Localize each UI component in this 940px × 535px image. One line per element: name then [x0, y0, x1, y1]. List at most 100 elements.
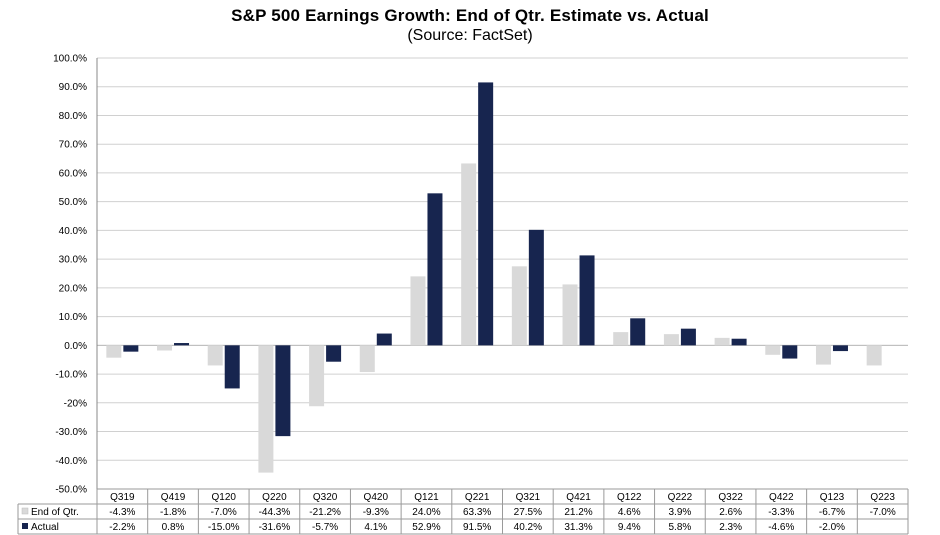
data-table: Q319 Q419 Q120 Q220 Q320 Q420 Q121 Q221 Q321 Q421… [17, 488, 909, 535]
data-label: 40.2% [514, 522, 542, 533]
y-tick-label: 60.0% [59, 168, 87, 179]
data-label: 3.9% [669, 507, 692, 518]
bar-estimate [613, 332, 629, 346]
data-label: 24.0% [412, 507, 440, 518]
bar-actual [224, 345, 240, 389]
legend-label: Actual [31, 522, 59, 533]
data-label: 4.1% [364, 522, 387, 533]
bar-actual [427, 193, 443, 346]
data-label: -1.8% [160, 507, 186, 518]
bar-estimate [663, 334, 679, 346]
x-tick-label: Q320 [313, 492, 338, 503]
y-tick-label: 50.0% [59, 197, 87, 208]
data-label: -7.0% [211, 507, 237, 518]
bar-actual [832, 345, 848, 352]
data-label: 0.8% [162, 522, 185, 533]
data-label: 63.3% [463, 507, 491, 518]
bar-estimate [309, 345, 325, 407]
x-tick-label: Q419 [161, 492, 186, 503]
bar-actual [326, 345, 342, 362]
x-tick-label: Q220 [262, 492, 287, 503]
y-tick-label: 20.0% [59, 283, 87, 294]
y-tick-label: 40.0% [59, 226, 87, 237]
legend-key [21, 507, 29, 515]
y-axis: 100.0% 90.0% 80.0% 70.0% 60.0% 50.0% 40.0% 30.0… [53, 54, 98, 496]
bar-actual [579, 255, 595, 346]
data-label: -44.3% [259, 507, 291, 518]
data-label: 4.6% [618, 507, 641, 518]
legend-label: End of Qtr. [31, 507, 79, 518]
data-label: -6.7% [819, 507, 845, 518]
data-label: -21.2% [309, 507, 341, 518]
y-tick-label: 0.0% [64, 341, 87, 352]
y-tick-label: -50.0% [55, 485, 87, 496]
data-label: 5.8% [669, 522, 692, 533]
y-tick-label: 100.0% [53, 54, 87, 65]
y-tick-label: -10.0% [55, 370, 87, 381]
x-tick-label: Q120 [211, 492, 236, 503]
y-tick-label: 90.0% [59, 82, 87, 93]
data-label: -2.0% [819, 522, 845, 533]
bar-actual [478, 82, 494, 346]
chart-subtitle: (Source: FactSet) [407, 27, 533, 44]
bar-estimate [410, 276, 426, 346]
data-label: 9.4% [618, 522, 641, 533]
bar-estimate [207, 345, 223, 366]
bar-estimate [106, 345, 122, 358]
x-tick-label: Q123 [820, 492, 845, 503]
bar-actual [731, 338, 747, 346]
legend-key [22, 523, 28, 529]
bar-estimate [461, 163, 477, 346]
y-tick-label: -40.0% [55, 456, 87, 467]
x-tick-label: Q223 [870, 492, 895, 503]
y-tick-label: 30.0% [59, 255, 87, 266]
x-tick-label: Q319 [110, 492, 135, 503]
x-tick-label: Q321 [516, 492, 541, 503]
bar-actual [782, 345, 798, 359]
data-label: -4.3% [109, 507, 135, 518]
y-tick-label: 10.0% [59, 312, 87, 323]
chart-title: S&P 500 Earnings Growth: End of Qtr. Est… [231, 6, 709, 25]
x-tick-label: Q421 [566, 492, 591, 503]
bar-actual [528, 229, 544, 346]
y-tick-label: -30.0% [55, 427, 87, 438]
x-tick-label: Q420 [364, 492, 389, 503]
bar-estimate [765, 345, 781, 355]
y-tick-label: -20% [64, 398, 87, 409]
data-label: 52.9% [412, 522, 440, 533]
bar-actual [123, 345, 139, 352]
gridlines [97, 57, 908, 490]
data-label: -9.3% [363, 507, 389, 518]
data-label: -4.6% [768, 522, 794, 533]
data-label: 27.5% [514, 507, 542, 518]
bar-estimate [359, 345, 375, 373]
bar-actual [680, 328, 696, 346]
bar-estimate [258, 345, 274, 473]
x-tick-label: Q122 [617, 492, 642, 503]
data-label: -2.2% [109, 522, 135, 533]
bar-estimate [815, 345, 831, 365]
data-label: -5.7% [312, 522, 338, 533]
x-tick-label: Q322 [718, 492, 743, 503]
x-tick-label: Q222 [668, 492, 693, 503]
bars [106, 82, 882, 473]
bar-estimate [511, 266, 527, 346]
bar-actual [376, 333, 392, 346]
data-label: -7.0% [870, 507, 896, 518]
x-tick-label: Q121 [414, 492, 439, 503]
bar-estimate [866, 345, 882, 366]
data-label: 31.3% [564, 522, 592, 533]
y-tick-label: 80.0% [59, 111, 87, 122]
bar-estimate [157, 345, 173, 351]
bar-actual [630, 318, 646, 346]
bar-actual [275, 345, 291, 437]
x-tick-label: Q422 [769, 492, 794, 503]
x-tick-label: Q221 [465, 492, 490, 503]
bar-estimate [714, 337, 730, 346]
data-label: -3.3% [768, 507, 794, 518]
bar-actual [174, 343, 190, 346]
data-label: 21.2% [564, 507, 592, 518]
data-label: -31.6% [259, 522, 291, 533]
data-label: -15.0% [208, 522, 240, 533]
